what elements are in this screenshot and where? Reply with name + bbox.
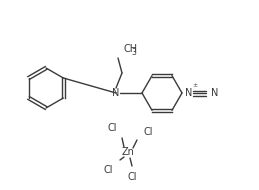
Text: 3: 3 bbox=[131, 48, 136, 57]
Text: N: N bbox=[112, 88, 120, 98]
Text: N: N bbox=[185, 88, 193, 98]
Text: N: N bbox=[211, 88, 218, 98]
Text: Cl: Cl bbox=[127, 172, 137, 182]
Text: Cl: Cl bbox=[143, 127, 153, 137]
Text: ±: ± bbox=[192, 83, 197, 88]
Text: Zn: Zn bbox=[121, 147, 134, 157]
Text: Cl: Cl bbox=[107, 123, 117, 133]
Text: CH: CH bbox=[123, 44, 137, 54]
Text: Cl: Cl bbox=[103, 165, 113, 175]
